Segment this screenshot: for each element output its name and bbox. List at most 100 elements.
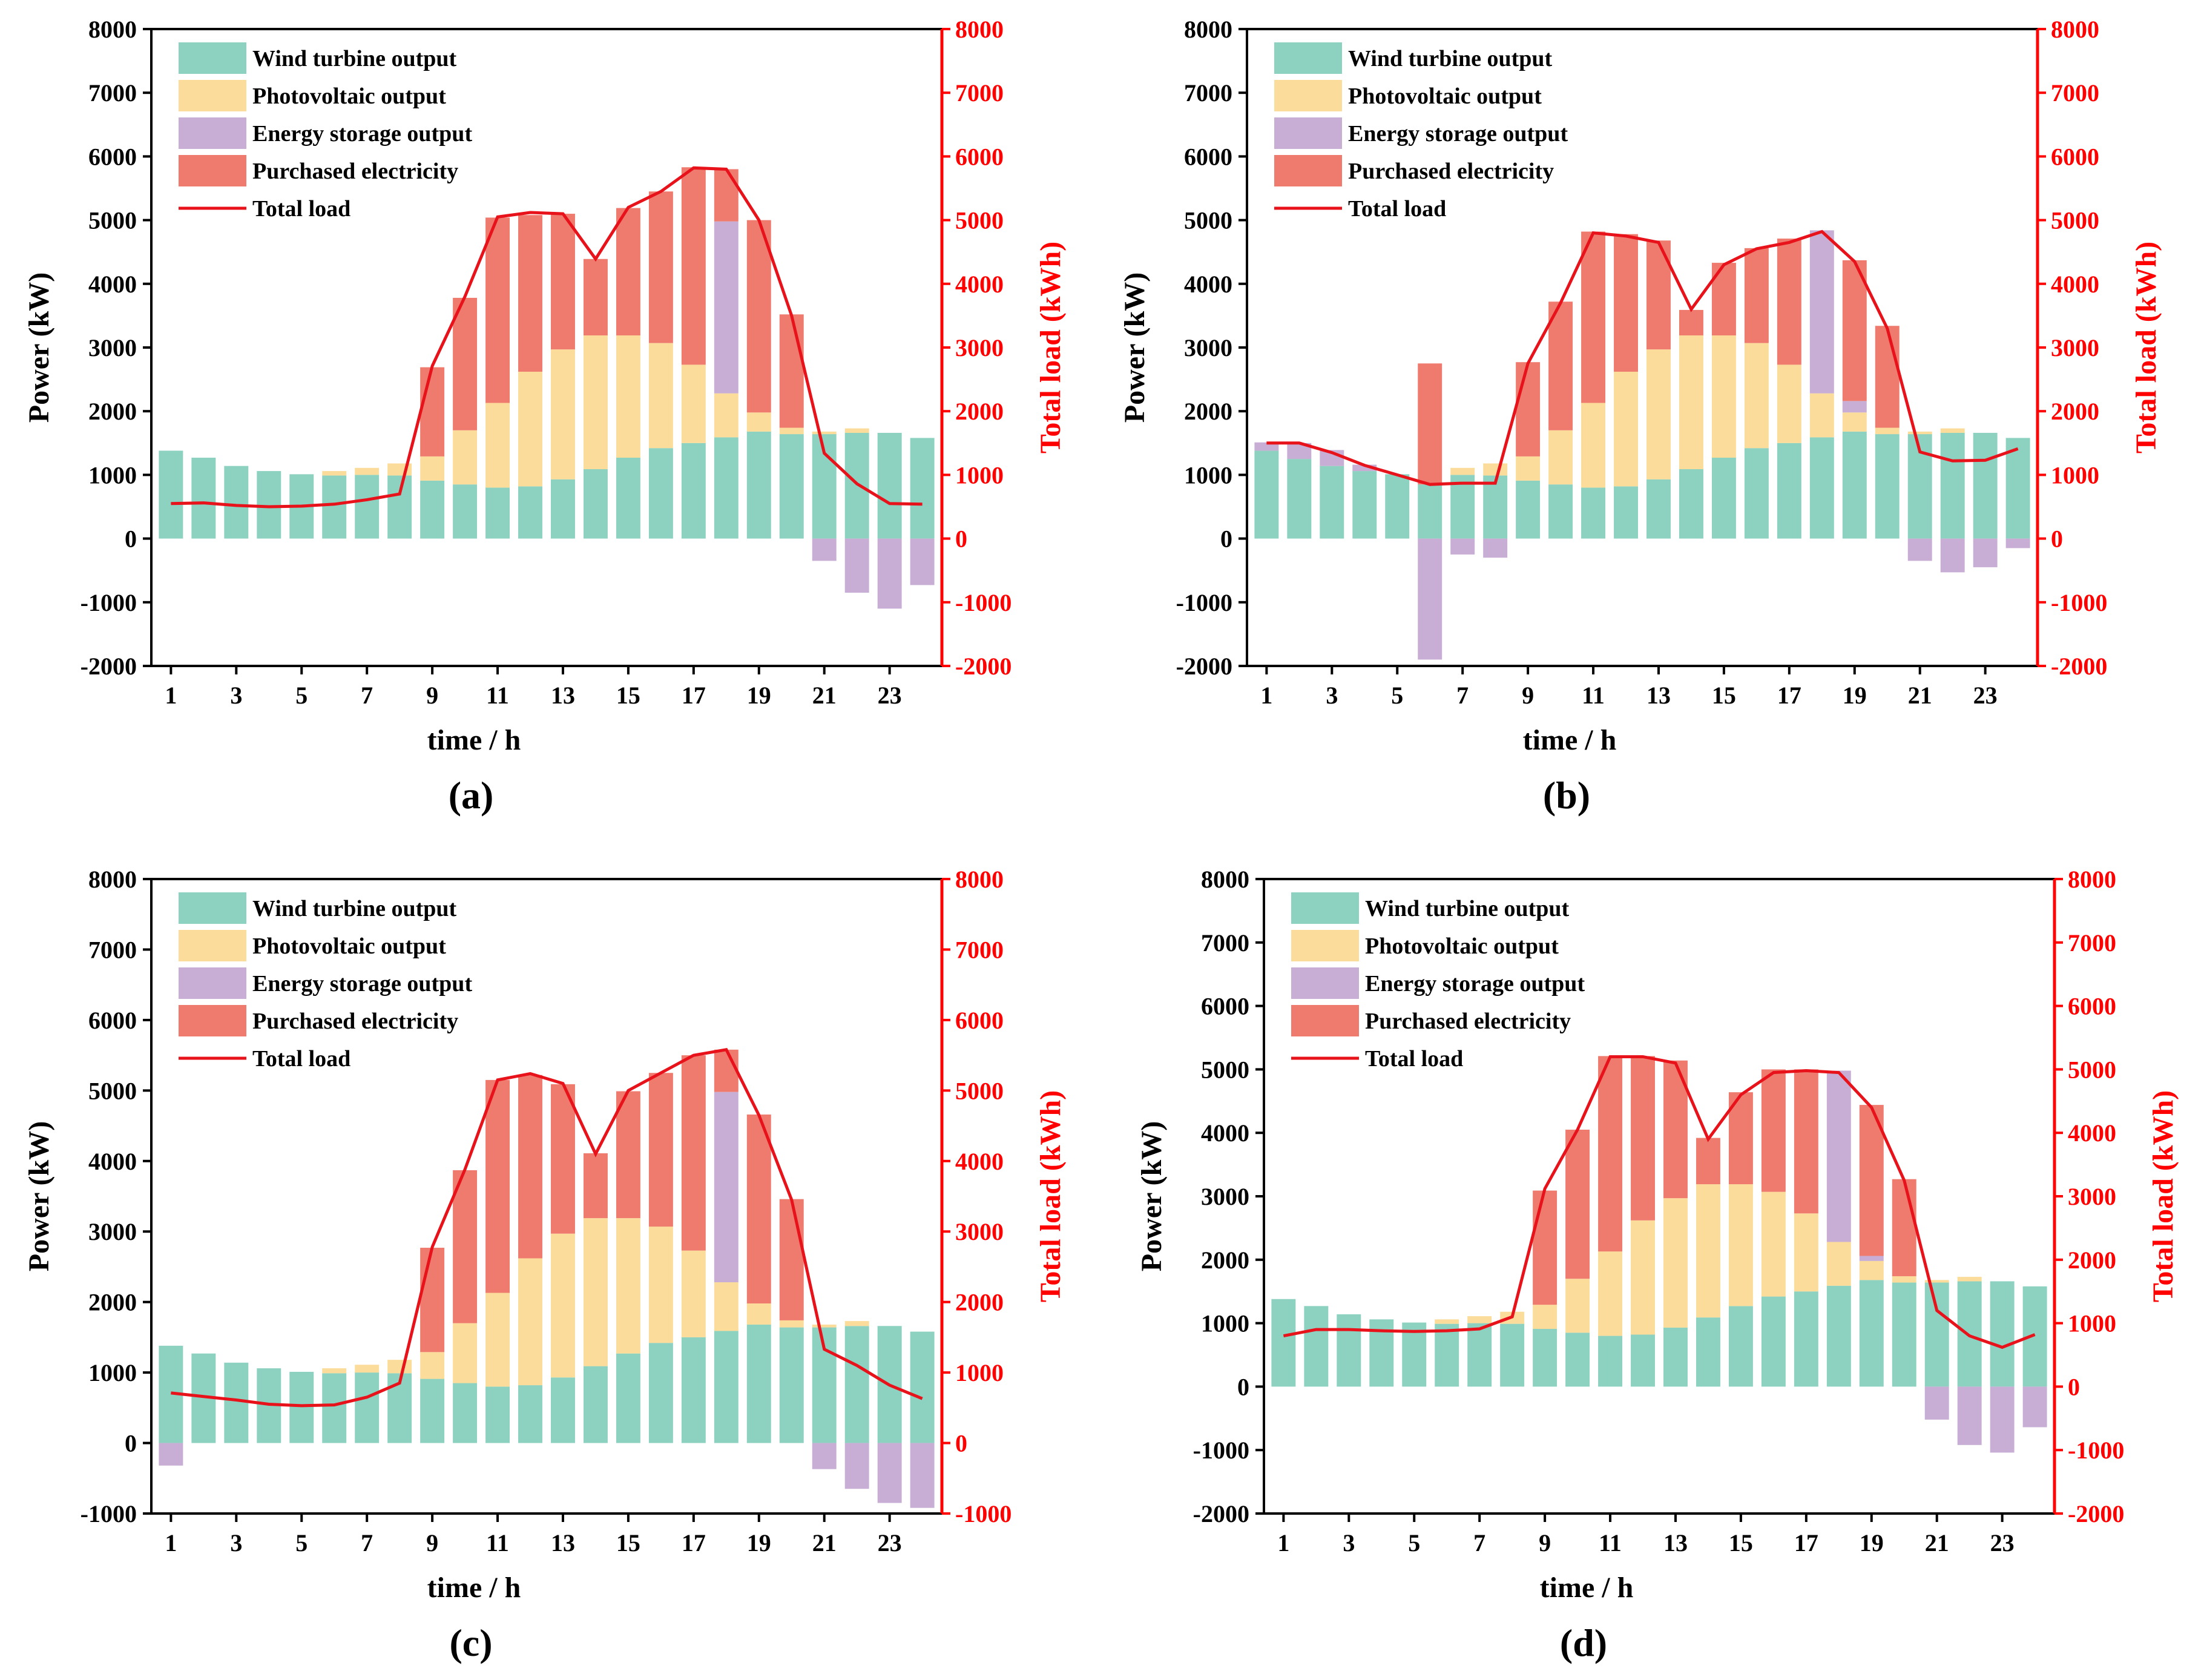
pv-bar: [812, 431, 837, 435]
y2-tick-label: 5000: [2051, 207, 2099, 234]
wind-bar: [1663, 1327, 1688, 1387]
storage-bar: [1809, 230, 1834, 394]
pv-bar: [1892, 1276, 1916, 1283]
pv-bar: [681, 1250, 706, 1337]
y2-tick-label: -1000: [955, 1500, 1012, 1527]
purchase-bar: [1581, 231, 1606, 403]
purchase-bar: [746, 1114, 771, 1303]
wind-bar: [1402, 1322, 1427, 1387]
wind-bar: [844, 432, 869, 539]
y-tick-label: 2000: [1184, 398, 1232, 425]
storage-bar: [2022, 1386, 2047, 1428]
legend-swatch: [1291, 930, 1359, 961]
wind-bar: [1304, 1306, 1329, 1387]
legend-label: Energy storage output: [252, 121, 472, 147]
wind-bar: [910, 1331, 935, 1443]
storage-bar: [1826, 1070, 1851, 1242]
y2-tick-label: 6000: [955, 143, 1004, 170]
x-tick-label: 17: [682, 1529, 706, 1556]
pv-bar: [1924, 1280, 1949, 1283]
panel-a: -2000 -2000 -1000 -1000 0 0 1000 1000 2000 2000 30…: [23, 16, 1067, 817]
y-tick-label: 3000: [88, 1218, 137, 1245]
wind-bar: [1598, 1336, 1623, 1387]
wind-bar: [648, 448, 673, 539]
purchase-bar: [1418, 363, 1442, 485]
legend-swatch: [179, 1005, 246, 1036]
purchase-bar: [616, 208, 640, 336]
legend-label: Wind turbine output: [252, 46, 457, 71]
pv-bar: [1907, 431, 1932, 435]
y2-axis-label: Total load (kWh): [1035, 242, 1067, 453]
pv-bar: [616, 335, 640, 458]
storage-bar: [1859, 1256, 1884, 1261]
wind-bar: [1271, 1299, 1296, 1387]
y2-tick-label: -1000: [2068, 1437, 2124, 1464]
legend-swatch: [1274, 80, 1342, 111]
storage-bar: [1957, 1386, 1982, 1445]
x-tick-label: 7: [1456, 682, 1469, 709]
wind-bar: [322, 475, 347, 539]
pv-bar: [1761, 1191, 1786, 1297]
y2-tick-label: 3000: [2068, 1183, 2116, 1210]
legend-swatch: [179, 892, 246, 924]
purchase-bar: [453, 297, 478, 430]
y-tick-label: 0: [1237, 1373, 1249, 1400]
panel-b: -2000 -2000 -1000 -1000 0 0 1000 1000 2000 2000 30…: [1119, 16, 2162, 817]
storage-bar: [714, 221, 739, 394]
pv-bar: [1940, 428, 1965, 433]
y2-tick-label: 3000: [955, 334, 1004, 361]
storage-bar: [714, 1092, 739, 1283]
wind-bar: [1973, 432, 1998, 539]
pv-bar: [779, 1320, 804, 1328]
y-tick-label: 0: [125, 525, 137, 553]
x-tick-label: 11: [1599, 1529, 1622, 1556]
wind-bar: [485, 487, 510, 539]
x-tick-label: 11: [486, 1529, 509, 1556]
wind-bar: [1287, 459, 1312, 539]
wind-bar: [1631, 1334, 1655, 1387]
y2-tick-label: 8000: [2051, 16, 2099, 43]
panel-label: (d): [1560, 1621, 1607, 1664]
purchase-bar: [1565, 1129, 1590, 1279]
pv-bar: [518, 371, 542, 487]
purchase-bar: [648, 191, 673, 343]
wind-bar: [1548, 484, 1573, 539]
x-tick-label: 7: [361, 682, 373, 709]
wind-bar: [714, 437, 739, 539]
x-tick-label: 1: [1277, 1529, 1289, 1556]
purchase-bar: [485, 1079, 510, 1293]
wind-bar: [1533, 1329, 1558, 1387]
pv-bar: [1598, 1251, 1623, 1336]
wind-bar: [1614, 486, 1638, 539]
y-tick-label: 7000: [1184, 79, 1232, 107]
purchase-bar: [714, 169, 739, 222]
legend-swatch: [179, 80, 246, 111]
legend-label: Wind turbine output: [252, 896, 457, 921]
storage-bar: [877, 1443, 902, 1503]
wind-bar: [1940, 432, 1965, 539]
x-tick-label: 21: [1908, 682, 1932, 709]
wind-bar: [877, 432, 902, 539]
wind-bar: [420, 1379, 445, 1443]
legend-swatch: [1291, 967, 1359, 999]
wind-bar: [355, 475, 380, 539]
purchase-bar: [1614, 234, 1638, 372]
wind-bar: [1646, 479, 1671, 539]
wind-bar: [844, 1326, 869, 1443]
y-tick-label: -2000: [1176, 653, 1232, 680]
purchase-bar: [1892, 1179, 1916, 1277]
wind-bar: [616, 457, 640, 539]
x-tick-label: 5: [1408, 1529, 1420, 1556]
y2-tick-label: 6000: [2068, 993, 2116, 1020]
purchase-bar: [714, 1049, 739, 1092]
y2-tick-label: 4000: [955, 1148, 1004, 1175]
pv-bar: [1565, 1279, 1590, 1333]
wind-bar: [1892, 1282, 1916, 1387]
wind-bar: [322, 1373, 347, 1443]
x-tick-label: 19: [747, 1529, 771, 1556]
storage-bar: [910, 1443, 935, 1508]
x-tick-label: 15: [616, 682, 640, 709]
legend-label: Photovoltaic output: [252, 84, 446, 109]
wind-bar: [1744, 448, 1769, 539]
